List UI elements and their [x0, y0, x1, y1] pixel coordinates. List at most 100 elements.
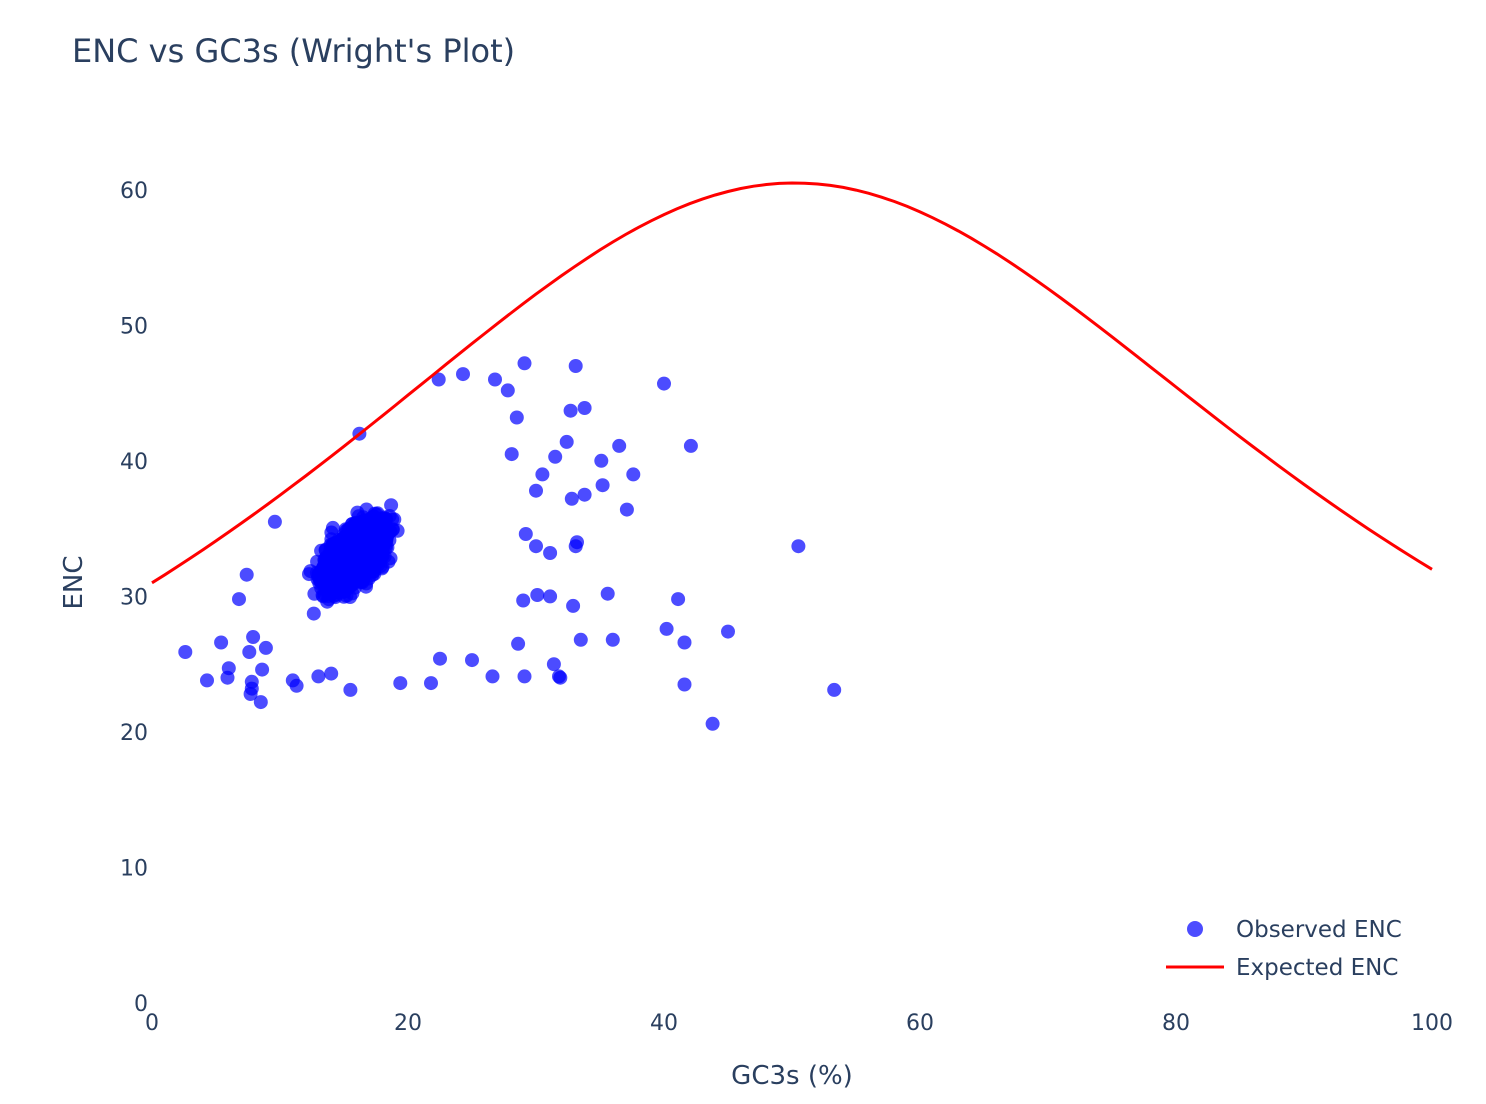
x-tick-label: 40 — [650, 1011, 678, 1036]
scatter-point — [517, 669, 532, 684]
scatter-point — [563, 403, 578, 418]
scatter-point — [433, 651, 447, 666]
scatter-point — [509, 410, 524, 425]
expected-enc-line — [151, 181, 1433, 585]
scatter-point — [605, 632, 620, 647]
legend[interactable]: Observed ENC Expected ENC — [1166, 917, 1402, 981]
scatter-point — [200, 673, 214, 688]
scatter-point — [349, 537, 363, 552]
scatter-point — [424, 676, 438, 691]
scatter-point — [559, 434, 574, 449]
legend-label-expected: Expected ENC — [1236, 955, 1398, 981]
legend-label-observed: Observed ENC — [1236, 917, 1402, 943]
y-tick-label: 20 — [120, 721, 148, 746]
scatter-point — [516, 593, 531, 608]
scatter-point — [626, 467, 641, 482]
scatter-point — [683, 438, 698, 453]
scatter-point — [289, 678, 304, 693]
scatter-point — [564, 491, 579, 506]
scatter-point — [312, 576, 327, 591]
scatter-point — [324, 666, 339, 681]
scatter-point — [657, 376, 671, 391]
scatter-point — [253, 695, 268, 710]
scatter-point — [573, 632, 588, 647]
scatter-point — [178, 645, 193, 659]
scatter-point — [500, 383, 515, 398]
scatter-point — [343, 682, 358, 697]
x-tick-label: 60 — [906, 1011, 934, 1036]
scatter-series-observed-enc — [178, 356, 842, 731]
x-tick-label: 20 — [394, 1011, 422, 1036]
scatter-point — [677, 677, 692, 692]
scatter-point — [543, 589, 558, 604]
scatter-point — [566, 598, 581, 613]
y-tick-label: 40 — [120, 450, 148, 475]
scatter-point — [546, 657, 561, 672]
scatter-point — [485, 669, 500, 684]
scatter-point — [529, 483, 543, 498]
chart-title: ENC vs GC3s (Wright's Plot) — [72, 32, 516, 70]
scatter-point — [600, 586, 615, 601]
legend-item-expected[interactable]: Expected ENC — [1166, 955, 1398, 981]
scatter-point — [384, 498, 399, 513]
scatter-point — [303, 564, 318, 579]
y-axis-ticks: 0 10 20 30 40 50 60 — [120, 179, 148, 1017]
scatter-point — [221, 661, 236, 676]
scatter-point — [677, 635, 692, 650]
scatter-point — [619, 502, 634, 517]
line-series-expected-enc — [151, 181, 1433, 585]
scatter-point — [255, 662, 270, 677]
scatter-point — [529, 539, 543, 554]
scatter-point — [543, 546, 558, 560]
y-tick-label: 60 — [120, 179, 148, 204]
scatter-point — [577, 487, 592, 502]
scatter-point — [214, 635, 229, 650]
scatter-point — [232, 592, 246, 607]
scatter-point — [333, 535, 348, 550]
scatter-point — [345, 557, 360, 572]
scatter-point — [511, 636, 526, 651]
scatter-point — [431, 372, 446, 387]
scatter-point — [465, 653, 479, 668]
scatter-point — [570, 535, 584, 550]
scatter-point — [267, 514, 282, 529]
scatter-point — [246, 630, 261, 644]
scatter-point — [705, 716, 720, 731]
scatter-point — [393, 676, 408, 691]
scatter-point — [594, 453, 609, 468]
legend-item-observed[interactable]: Observed ENC — [1187, 917, 1402, 943]
scatter-point — [517, 356, 532, 371]
scatter-point — [356, 514, 370, 529]
scatter-point — [827, 682, 842, 697]
scatter-point — [568, 359, 583, 373]
scatter-point — [548, 449, 563, 464]
x-tick-label: 0 — [145, 1011, 159, 1036]
scatter-point — [311, 669, 326, 684]
scatter-point — [721, 624, 735, 639]
scatter-point — [671, 592, 686, 607]
scatter-point — [365, 545, 380, 560]
scatter-point — [379, 524, 394, 539]
scatter-point — [504, 447, 519, 462]
scatter-point — [242, 645, 257, 659]
scatter-point — [791, 539, 806, 554]
scatter-point — [535, 467, 550, 482]
scatter-point — [659, 621, 674, 636]
scatter-point — [488, 372, 502, 387]
scatter-point — [244, 681, 259, 696]
scatter-point — [306, 606, 321, 621]
y-tick-label: 10 — [120, 856, 148, 881]
x-tick-label: 80 — [1162, 1011, 1190, 1036]
scatter-point — [577, 401, 592, 415]
scatter-point — [518, 527, 533, 541]
y-tick-label: 30 — [120, 585, 148, 610]
scatter-point — [530, 588, 545, 602]
scatter-point — [367, 510, 382, 525]
y-tick-label: 0 — [134, 992, 148, 1017]
x-axis-ticks: 0 20 40 60 80 100 — [145, 1011, 1453, 1036]
legend-marker-icon — [1187, 921, 1203, 937]
scatter-point — [612, 438, 627, 453]
scatter-point — [239, 567, 254, 582]
x-axis-title: GC3s (%) — [731, 1061, 853, 1091]
scatter-point — [595, 478, 610, 493]
